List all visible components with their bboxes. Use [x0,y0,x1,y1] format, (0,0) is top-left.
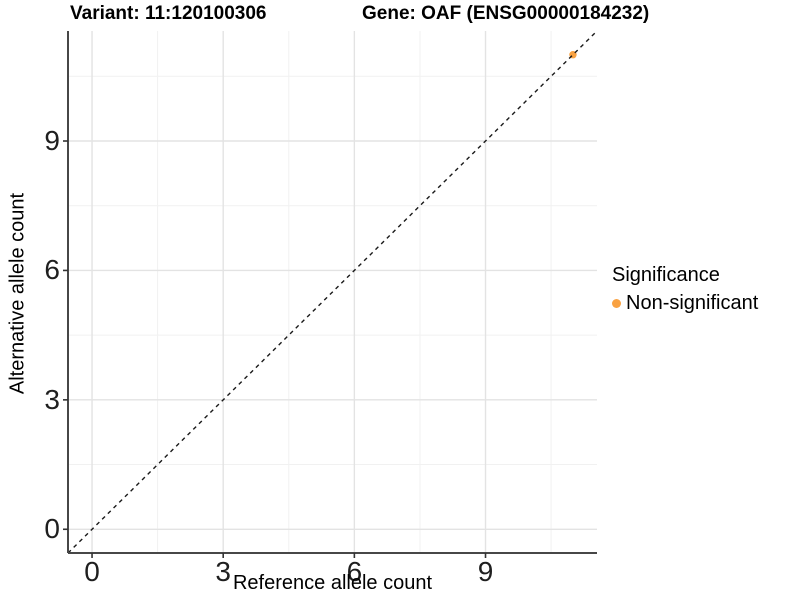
y-tick-label: 6 [44,254,60,286]
legend-item-label: Non-significant [626,292,759,314]
legend: Significance Non-significant [612,263,758,315]
non-significant-point-icon [612,298,621,308]
legend-title: Significance [612,264,720,286]
y-axis-title: Alternative allele count [6,192,29,395]
y-tick-label: 9 [44,125,60,156]
y-tick-label: 3 [44,383,60,415]
legend-item-non-significant: Non-significant [612,291,758,315]
x-tick-label: 3 [215,556,231,587]
x-axis-title: Reference allele count [232,572,432,594]
x-tick-label: 9 [477,556,494,587]
x-tick-label: 6 [346,556,363,587]
x-tick-label: 0 [84,556,100,587]
plot-title-gene: Gene: OAF (ENSG00000184232) [362,3,650,24]
plot-title-variant: Variant: 11:120100306 [70,3,267,24]
y-tick-label: 0 [44,513,60,545]
identity-line [67,30,598,554]
